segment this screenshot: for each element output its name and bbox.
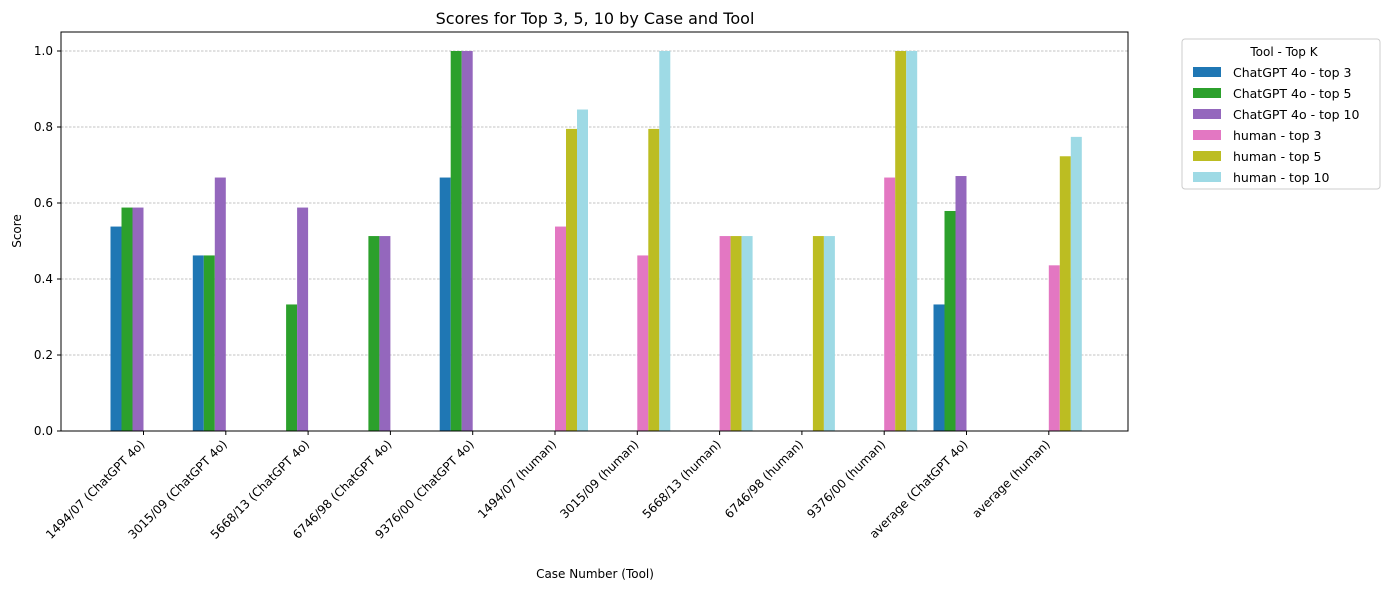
bar — [121, 207, 133, 431]
bar — [192, 255, 204, 431]
legend-swatch — [1193, 172, 1221, 182]
x-axis-ticks: 1494/07 (ChatGPT 4o)3015/09 (ChatGPT 4o)… — [43, 431, 1053, 542]
bar — [823, 236, 835, 431]
legend-label: ChatGPT 4o - top 3 — [1233, 65, 1352, 80]
bar — [110, 226, 122, 431]
bar — [895, 51, 907, 431]
bar — [637, 255, 649, 431]
bar — [884, 177, 896, 431]
y-tick-label: 0.4 — [34, 272, 53, 286]
bar — [906, 51, 918, 431]
y-axis-ticks: 0.0 0.2 0.4 0.6 0.8 1.0 — [34, 44, 61, 438]
legend-label: ChatGPT 4o - top 10 — [1233, 107, 1360, 122]
bar — [1070, 136, 1082, 431]
bar — [577, 109, 588, 432]
bar — [719, 236, 731, 431]
bar — [944, 210, 956, 431]
legend-swatch — [1193, 130, 1221, 140]
x-tick-label: 5668/13 (human) — [640, 437, 724, 521]
bar — [203, 255, 215, 431]
bar — [132, 207, 144, 431]
bar — [741, 236, 753, 431]
y-axis-label: Score — [10, 214, 24, 248]
y-tick-label: 0.8 — [34, 120, 53, 134]
x-axis-label: Case Number (Tool) — [536, 567, 654, 581]
legend-swatch — [1193, 67, 1221, 77]
bar — [368, 236, 380, 431]
legend-label: human - top 10 — [1233, 170, 1329, 185]
bar — [450, 51, 462, 431]
bar — [297, 207, 309, 431]
bar — [730, 236, 742, 431]
bar — [555, 226, 566, 431]
bar — [933, 304, 945, 431]
legend-swatch — [1193, 88, 1221, 98]
bars — [110, 51, 1082, 432]
legend-title: Tool - Top K — [1249, 45, 1318, 59]
x-tick-label: 6746/98 (human) — [722, 437, 806, 521]
bar — [439, 177, 451, 431]
y-tick-label: 0.0 — [34, 424, 53, 438]
x-tick-label: average (human) — [969, 437, 1053, 521]
bar — [648, 128, 660, 431]
bar — [566, 128, 577, 431]
bar — [379, 236, 391, 431]
bar — [461, 51, 473, 431]
y-tick-label: 1.0 — [34, 44, 53, 58]
legend-frame — [1181, 38, 1381, 190]
legend-swatch — [1193, 151, 1221, 161]
plot-area-frame — [60, 31, 1129, 432]
chart-title: Scores for Top 3, 5, 10 by Case and Tool — [436, 9, 755, 28]
bar — [286, 304, 298, 431]
bar — [955, 176, 967, 431]
x-tick-label: 1494/07 (human) — [475, 437, 559, 521]
bar — [1048, 265, 1060, 431]
bar — [214, 177, 226, 431]
x-tick-label: 3015/09 (human) — [557, 437, 641, 521]
legend-label: human - top 5 — [1233, 149, 1321, 164]
legend-label: human - top 3 — [1233, 128, 1321, 143]
x-tick-label: 9376/00 (human) — [804, 437, 888, 521]
legend-items: ChatGPT 4o - top 3 ChatGPT 4o - top 5 Chat… — [1193, 65, 1360, 185]
legend-label: ChatGPT 4o - top 5 — [1233, 86, 1352, 101]
bar — [1059, 156, 1071, 431]
y-tick-label: 0.6 — [34, 196, 53, 210]
y-tick-label: 0.2 — [34, 348, 53, 362]
bar — [812, 236, 824, 431]
legend-swatch — [1193, 109, 1221, 119]
bar — [659, 51, 671, 431]
